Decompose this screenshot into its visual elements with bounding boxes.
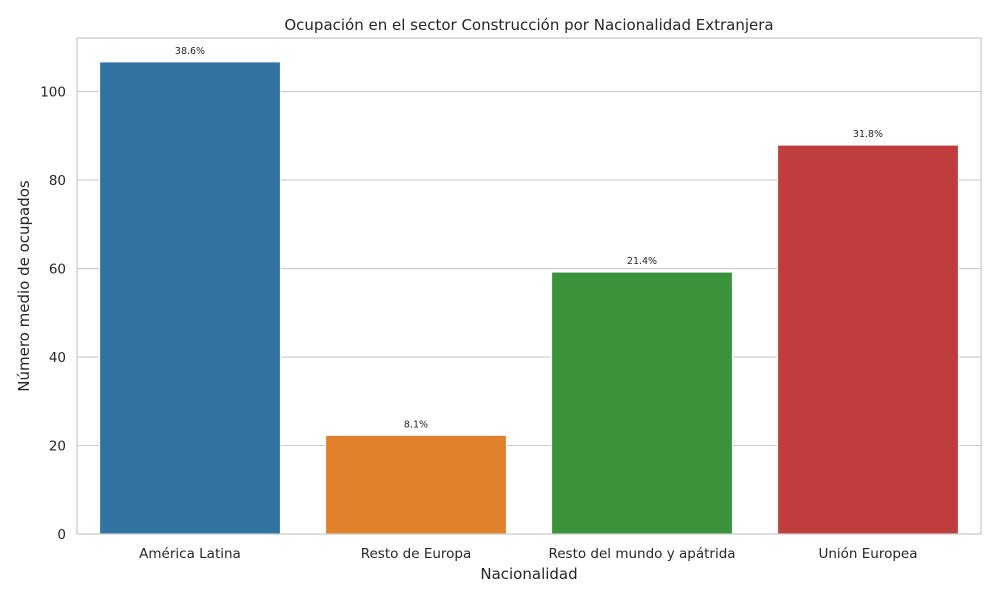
bar-3: [777, 144, 959, 535]
x-tick-label-3: Unión Europea: [818, 546, 917, 562]
y-tick-labels: 0 20 40 60 80 100: [40, 85, 66, 543]
y-tick-label: 60: [49, 262, 66, 278]
bar-2: [551, 271, 733, 535]
data-label-2: 21.4%: [627, 256, 657, 267]
bars: [99, 61, 959, 535]
data-label-3: 31.8%: [853, 129, 883, 140]
y-tick-label: 100: [40, 85, 66, 101]
y-axis-label: Número medio de ocupados: [15, 180, 33, 392]
y-tick-label: 20: [49, 439, 66, 455]
y-tick-label: 0: [57, 527, 66, 543]
data-labels: 38.6% 8.1% 21.4% 31.8%: [175, 46, 883, 430]
plot-frame: [76, 37, 982, 535]
bar-1: [325, 434, 507, 535]
x-tick-label-1: Resto de Europa: [361, 546, 472, 562]
data-label-0: 38.6%: [175, 46, 205, 57]
bar-0: [99, 61, 281, 535]
data-label-1: 8.1%: [404, 419, 428, 430]
x-tick-labels: América Latina Resto de Europa Resto del m…: [139, 546, 917, 562]
chart-title: Ocupación en el sector Construcción por …: [284, 16, 773, 34]
y-tick-label: 80: [49, 173, 66, 189]
x-axis-label: Nacionalidad: [480, 565, 577, 583]
y-tick-label: 40: [49, 350, 66, 366]
x-tick-label-0: América Latina: [139, 546, 241, 562]
x-tick-label-2: Resto del mundo y apátrida: [548, 546, 735, 562]
